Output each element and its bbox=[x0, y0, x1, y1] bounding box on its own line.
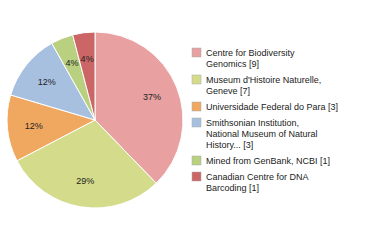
pie-slice bbox=[73, 32, 95, 120]
legend-label-line: Barcoding [1] bbox=[206, 183, 259, 193]
legend-swatch bbox=[192, 102, 201, 111]
legend-label: Centre for BiodiversityGenomics [9] bbox=[206, 48, 295, 69]
legend-label: Universidade Federal do Para [3] bbox=[206, 102, 338, 112]
legend-label-line: Centre for Biodiversity bbox=[206, 48, 295, 58]
data-label: 4% bbox=[81, 54, 94, 64]
legend-item: Museum d'Histoire Naturelle,Geneve [7] bbox=[192, 75, 321, 96]
legend-label-line: National Museum of Natural bbox=[206, 129, 318, 139]
legend-label: Canadian Centre for DNABarcoding [1] bbox=[206, 172, 309, 193]
legend-swatch bbox=[192, 48, 201, 57]
data-label: 29% bbox=[76, 176, 94, 186]
legend-item: Smithsonian Institution,National Museum … bbox=[192, 118, 318, 150]
data-label: 4% bbox=[65, 58, 78, 68]
legend-item: Mined from GenBank, NCBI [1] bbox=[192, 156, 330, 166]
legend-label-line: Museum d'Histoire Naturelle, bbox=[206, 75, 321, 85]
legend-label: Mined from GenBank, NCBI [1] bbox=[206, 156, 330, 166]
legend-item: Universidade Federal do Para [3] bbox=[192, 102, 338, 112]
legend-swatch bbox=[192, 118, 201, 127]
legend-label: Smithsonian Institution,National Museum … bbox=[206, 118, 318, 150]
legend-label-line: Genomics [9] bbox=[206, 59, 259, 69]
data-label: 12% bbox=[25, 121, 43, 131]
legend-label-line: Smithsonian Institution, bbox=[206, 118, 299, 128]
legend-item: Centre for BiodiversityGenomics [9] bbox=[192, 48, 295, 69]
pie bbox=[7, 32, 183, 208]
legend-label-line: Universidade Federal do Para [3] bbox=[206, 102, 338, 112]
data-label: 12% bbox=[38, 77, 56, 87]
legend-label: Museum d'Histoire Naturelle,Geneve [7] bbox=[206, 75, 321, 96]
legend-label-line: Geneve [7] bbox=[206, 86, 250, 96]
chart: 37%29%12%12%4%4%Centre for BiodiversityG… bbox=[0, 0, 380, 240]
legend-item: Canadian Centre for DNABarcoding [1] bbox=[192, 172, 309, 193]
legend-label-line: Canadian Centre for DNA bbox=[206, 172, 309, 182]
legend-label-line: History... [3] bbox=[206, 140, 253, 150]
legend-label-line: Mined from GenBank, NCBI [1] bbox=[206, 156, 330, 166]
data-label: 37% bbox=[143, 92, 161, 102]
legend-swatch bbox=[192, 156, 201, 165]
legend-swatch bbox=[192, 75, 201, 84]
legend-swatch bbox=[192, 172, 201, 181]
legend: Centre for BiodiversityGenomics [9] Museu… bbox=[192, 48, 338, 193]
data-labels: 37% 29% 12% 12% 4%4% bbox=[25, 54, 161, 186]
